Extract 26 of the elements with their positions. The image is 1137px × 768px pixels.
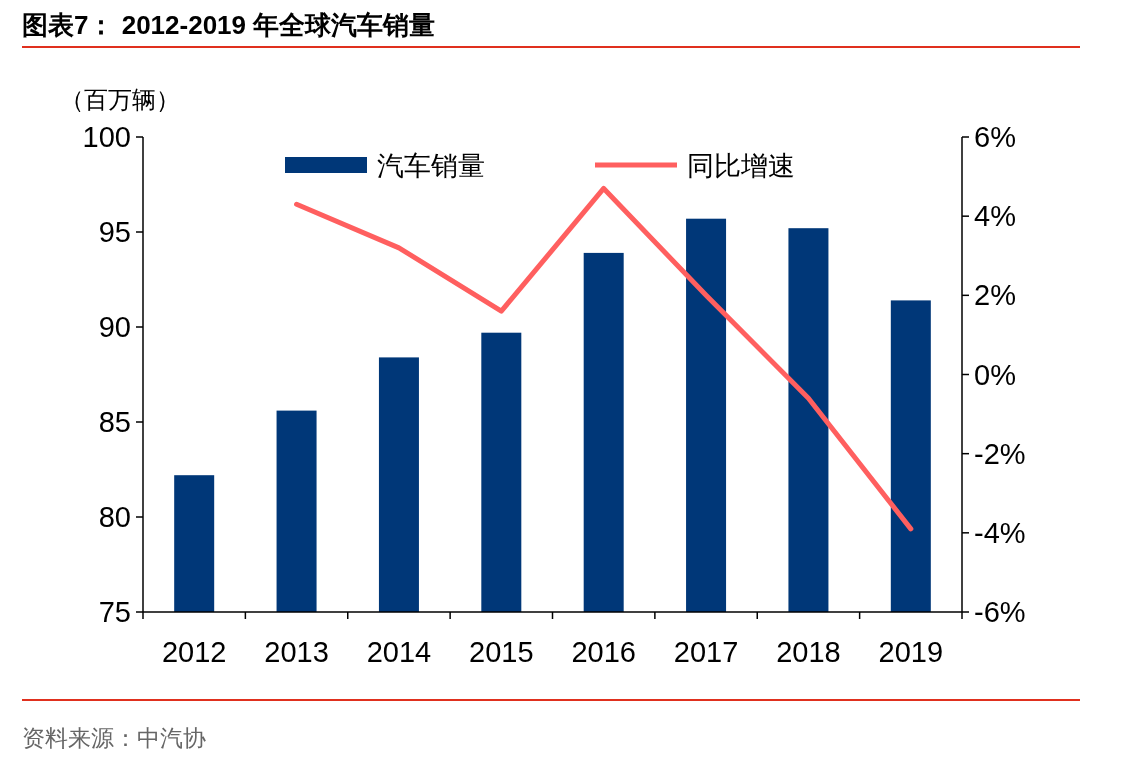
x-tick-label: 2014	[366, 636, 432, 668]
y-tick-label: 80	[98, 501, 131, 533]
y-tick-label: 85	[98, 406, 131, 438]
x-tick-label: 2016	[571, 636, 636, 668]
x-tick-label: 2013	[264, 636, 329, 668]
text: 资料来源：中汽协	[22, 725, 206, 751]
x-tick-label: 2017	[673, 636, 739, 668]
y2-tick-label: -6%	[974, 596, 1026, 628]
y2-tick-label: 2%	[974, 279, 1016, 312]
y-tick-label: 95	[98, 216, 131, 248]
x-tick-label: 2012	[161, 636, 227, 668]
y2-tick-label: 4%	[974, 200, 1016, 233]
y2-tick-label: -4%	[974, 516, 1026, 549]
legend-label: 同比增速	[687, 151, 795, 181]
chart-title: 图表7： 2012-2019 年全球汽车销量	[22, 10, 436, 40]
y-axis-title: （百万辆）	[60, 86, 180, 113]
legend-label: 汽车销量	[377, 151, 485, 181]
y-tick-label: 75	[98, 596, 131, 628]
x-tick-label: 2015	[469, 636, 534, 668]
y2-tick-label: -2%	[974, 437, 1026, 470]
x-tick-label: 2019	[878, 636, 944, 668]
y2-tick-label: 6%	[974, 121, 1016, 153]
x-tick-label: 2018	[776, 636, 841, 668]
y2-tick-label: 0%	[974, 358, 1016, 391]
y-tick-label: 100	[82, 121, 131, 153]
y-tick-label: 90	[98, 311, 131, 343]
